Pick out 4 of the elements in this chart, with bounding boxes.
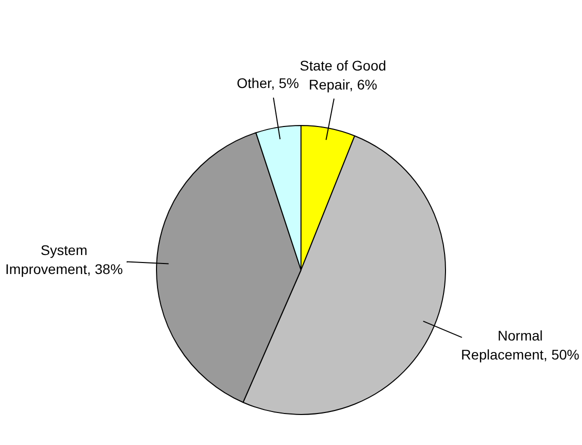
slice-label: State of Good Repair, 6% — [300, 57, 386, 92]
slice-label: System Improvement, 38% — [5, 242, 123, 277]
slice-label: Other, 5% — [236, 75, 300, 92]
slice-label: Normal Replacement, 50% — [461, 328, 580, 363]
